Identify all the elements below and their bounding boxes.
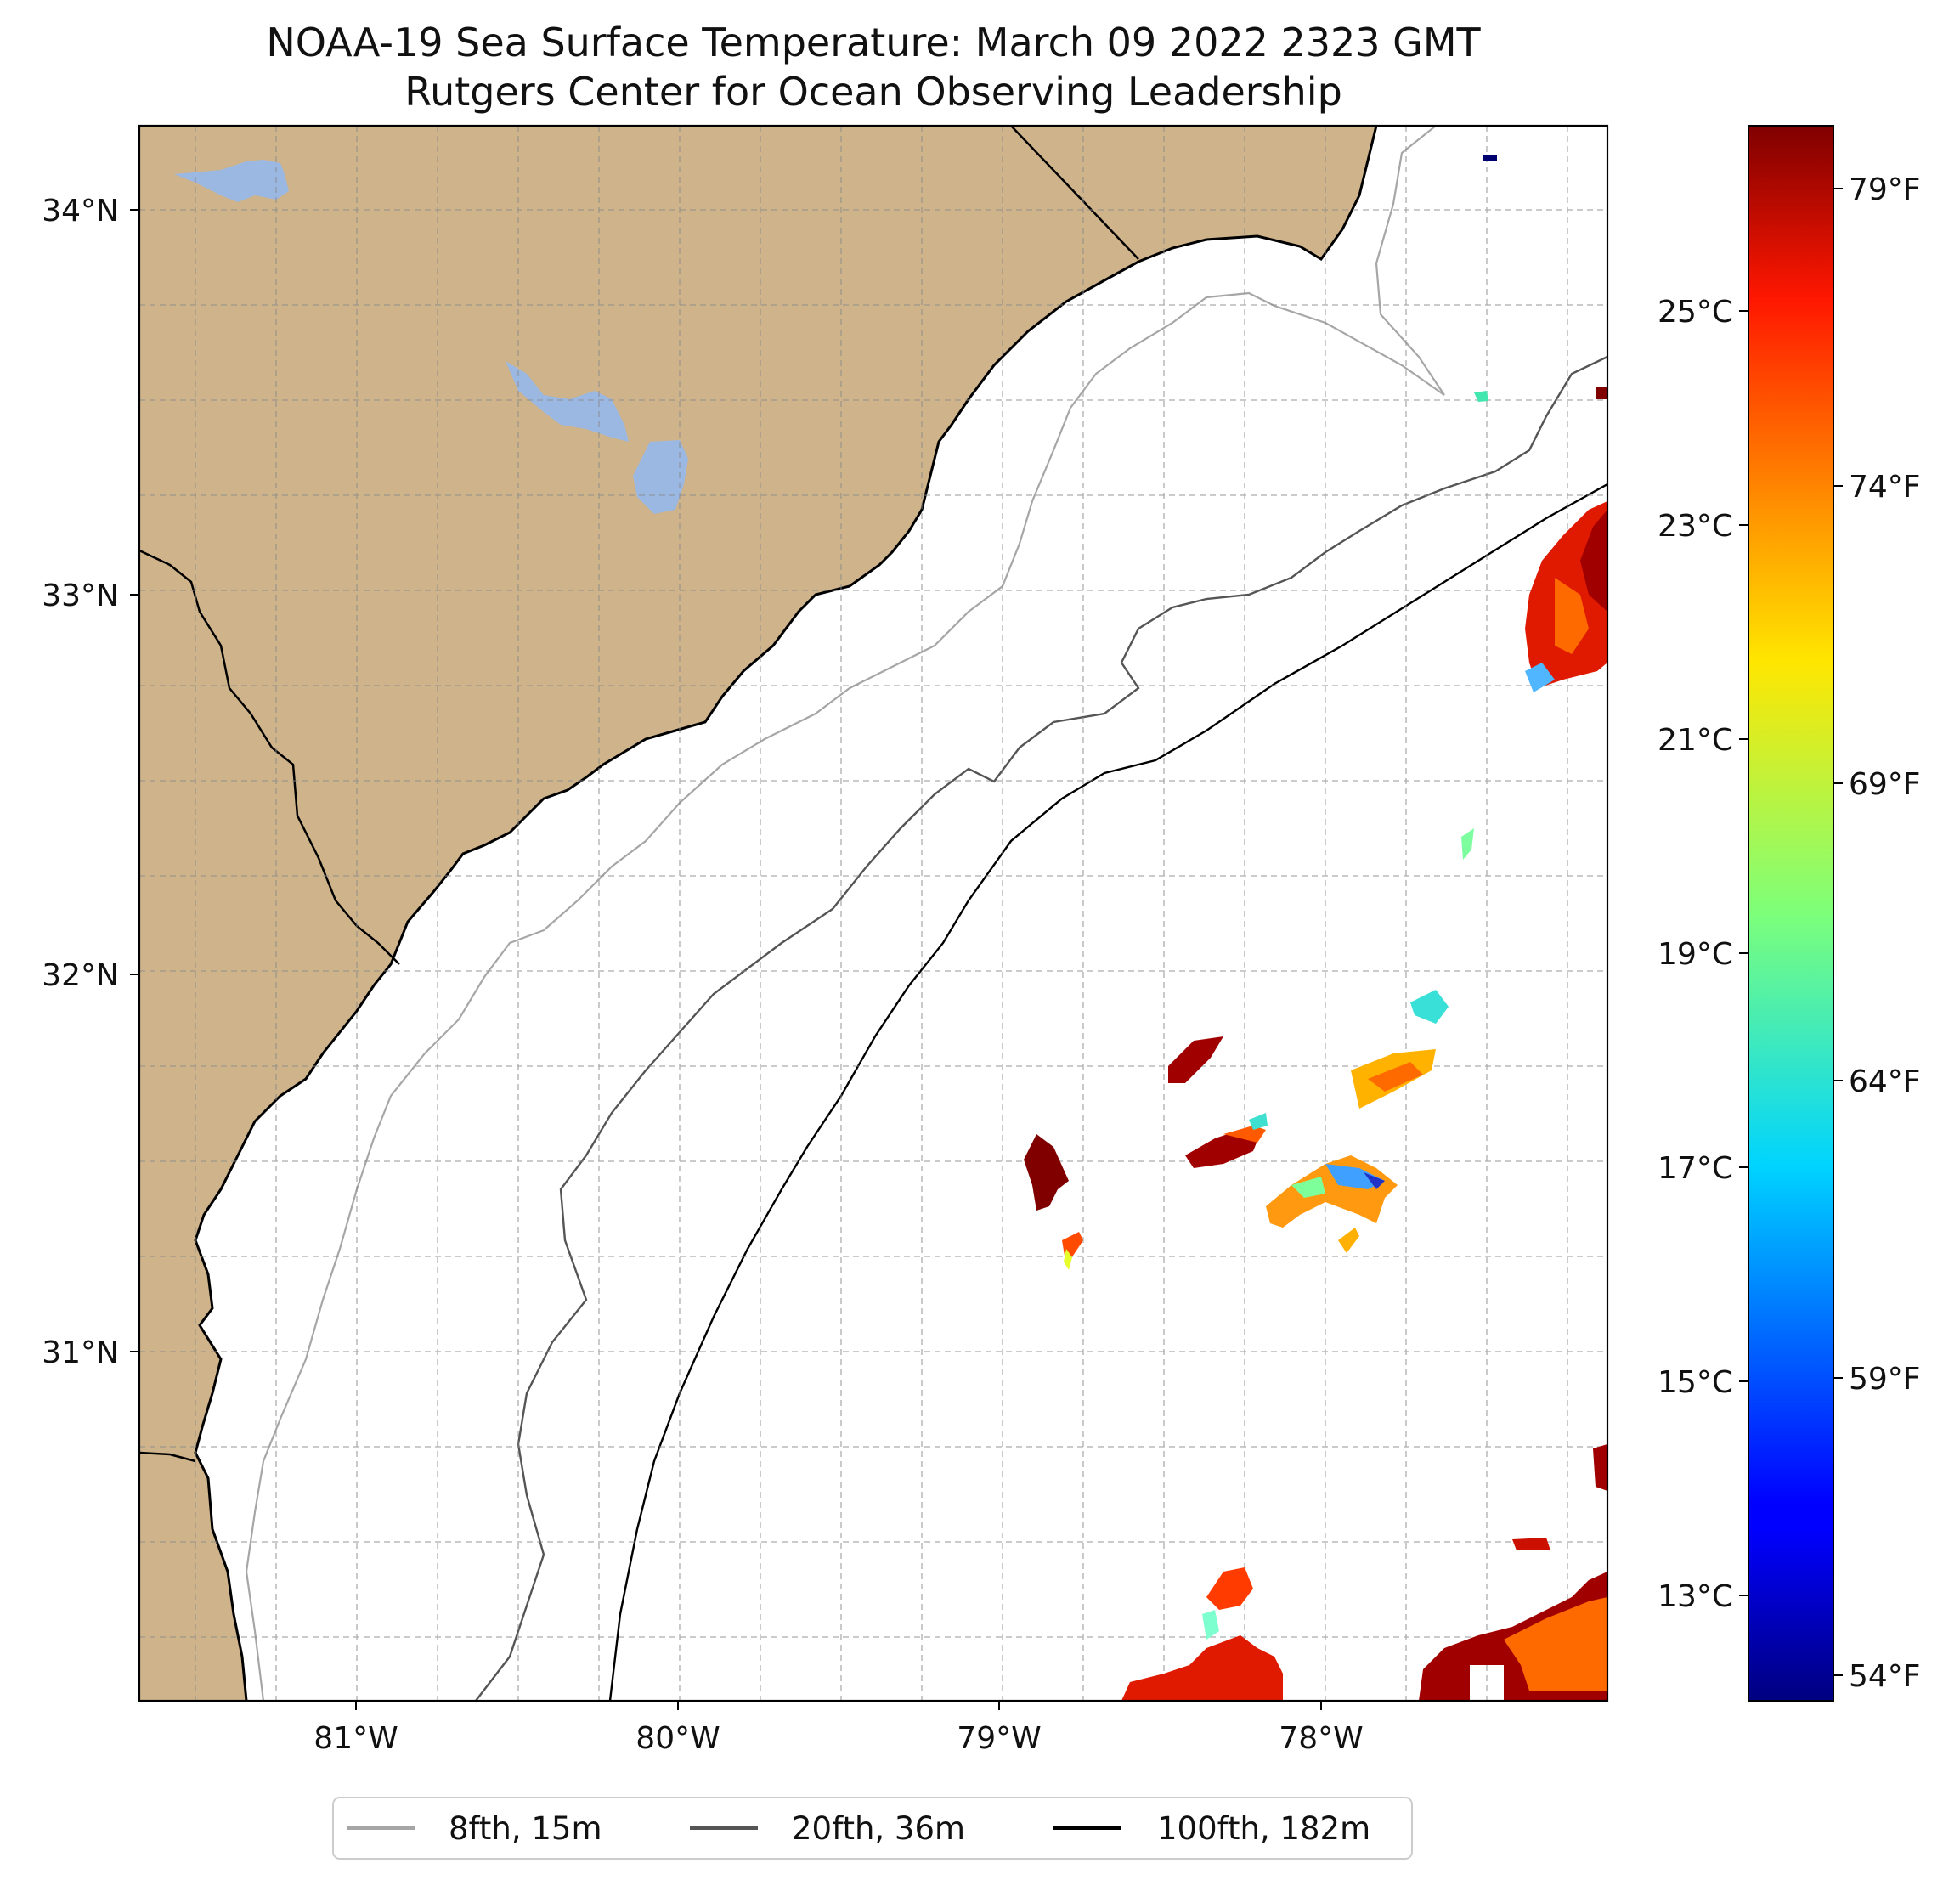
lat-tick-label: 33°N (42, 579, 119, 613)
colorbar-celsius-label: 25°C (1658, 295, 1733, 330)
sst-patch (1121, 1635, 1283, 1701)
lon-tick-label: 79°W (957, 1721, 1041, 1756)
colorbar-ticks (1739, 188, 1843, 1676)
sst-patch (1368, 1062, 1423, 1092)
lat-tick-label: 31°N (42, 1335, 119, 1370)
sst-patch (1474, 391, 1488, 402)
graticule (139, 126, 1607, 1701)
contour-legend: 8fth, 15m 20fth, 36m 100fth, 182m (332, 1797, 1413, 1860)
legend-label-20fth: 20fth, 36m (792, 1810, 965, 1847)
state-border-nc-sc (1010, 126, 1139, 260)
lon-tick-label: 78°W (1279, 1721, 1363, 1756)
colorbar-fahrenheit-label: 69°F (1849, 767, 1921, 802)
sst-patch (1291, 1177, 1325, 1198)
lon-tick-label: 81°W (313, 1721, 398, 1756)
sst-patch (1338, 1228, 1359, 1253)
colorbar (1748, 125, 1834, 1702)
sst-patch (1461, 828, 1474, 860)
legend-box (332, 1797, 1413, 1860)
legend-label-8fth: 8fth, 15m (449, 1810, 602, 1847)
map-title: NOAA-19 Sea Surface Temperature: March 0… (266, 20, 1481, 65)
colorbar-fahrenheit-label: 79°F (1849, 172, 1921, 207)
sst-patch (1410, 990, 1449, 1024)
lon-ticks (355, 1701, 1322, 1710)
state-border-sc-ga (139, 549, 400, 965)
colorbar-fahrenheit-label: 64°F (1849, 1064, 1921, 1099)
colorbar-celsius-label: 19°C (1658, 937, 1733, 972)
colorbar-celsius-label: 21°C (1658, 723, 1733, 758)
sst-patch (1206, 1567, 1253, 1610)
sst-patch (1325, 1164, 1385, 1189)
sst-patch (1593, 1444, 1607, 1491)
sst-patch (1504, 1597, 1607, 1691)
sst-patch (1512, 1538, 1550, 1550)
sst-patch (1483, 155, 1497, 161)
lake-moultrie (506, 361, 629, 442)
colorbar-fahrenheit-label: 59°F (1849, 1362, 1921, 1397)
legend-label-100fth: 100fth, 182m (1157, 1810, 1370, 1847)
sst-patch (1185, 1130, 1262, 1168)
lake-marion (174, 160, 289, 202)
lat-ticks (130, 209, 139, 1352)
sst-patch (1064, 1249, 1072, 1270)
colorbar-celsius-label: 13°C (1658, 1579, 1733, 1614)
colorbar-celsius-label: 15°C (1658, 1365, 1733, 1400)
colorbar-fahrenheit-label: 74°F (1849, 470, 1921, 505)
contour-20fth (475, 355, 1607, 1701)
colorbar-celsius-label: 17°C (1658, 1151, 1733, 1186)
sst-patch (1364, 1172, 1385, 1189)
sst-patch (1024, 1134, 1069, 1211)
colorbar-fahrenheit-label: 54°F (1849, 1659, 1921, 1694)
coastline (194, 126, 1378, 1701)
sst-patch (1249, 1113, 1268, 1130)
sst-patch (1525, 663, 1555, 692)
lon-tick-label: 80°W (635, 1721, 720, 1756)
sst-patch (1168, 1036, 1223, 1083)
sst-patch (1202, 1610, 1219, 1640)
sst-patch (1596, 387, 1607, 399)
state-border-ga-fl (139, 1451, 196, 1463)
lat-tick-label: 34°N (42, 194, 119, 229)
colorbar-celsius-label: 23°C (1658, 509, 1733, 544)
map-subtitle: Rutgers Center for Ocean Observing Leade… (404, 69, 1342, 115)
lat-tick-label: 32°N (42, 958, 119, 993)
contour-8fth (245, 126, 1445, 1701)
sst-patch (1555, 578, 1589, 654)
map-frame (138, 124, 1609, 1702)
land-mass (139, 126, 1376, 1701)
sst-patch (1223, 1126, 1266, 1143)
sst-data-layer (1024, 155, 1607, 1701)
sst-patch (1580, 510, 1607, 612)
